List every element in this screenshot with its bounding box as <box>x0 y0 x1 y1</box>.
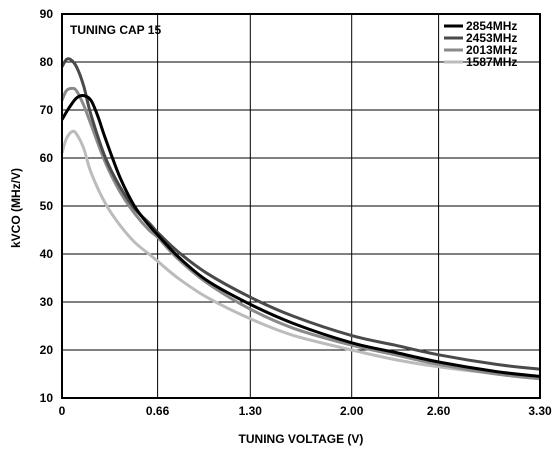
series-layer <box>60 57 541 381</box>
y-tick-label: 20 <box>40 343 54 357</box>
series-line-2453mhz <box>60 57 541 371</box>
y-tick-label: 10 <box>40 391 54 405</box>
y-tick-label: 40 <box>40 247 54 261</box>
x-tick-label: 0.66 <box>146 404 170 418</box>
x-tick-labels: 0 0.66 1.30 2.00 2.60 3.30 <box>59 404 552 418</box>
x-tick-label: 2.60 <box>427 404 451 418</box>
y-tick-label: 70 <box>40 103 54 117</box>
legend-label: 2013MHz <box>466 43 517 57</box>
y-tick-label: 80 <box>40 55 54 69</box>
x-tick-label: 2.00 <box>340 404 364 418</box>
grid <box>62 14 540 398</box>
legend-label: 2854MHz <box>466 19 517 33</box>
legend-label: 1587MHz <box>466 55 517 69</box>
x-tick-label: 3.30 <box>528 404 552 418</box>
y-tick-label: 90 <box>40 7 54 21</box>
series-line-1587mhz <box>60 129 541 381</box>
y-tick-label: 30 <box>40 295 54 309</box>
legend-label: 2453MHz <box>466 31 517 45</box>
x-axis-title: TUNING VOLTAGE (V) <box>239 432 364 446</box>
x-tick-label: 0 <box>59 404 66 418</box>
y-axis-title: kVCO (MHz/V) <box>9 168 23 248</box>
x-tick-label: 1.30 <box>239 404 263 418</box>
chart-annotation: TUNING CAP 15 <box>70 23 161 37</box>
series-line-2854mhz <box>60 94 541 378</box>
series-line-2013mhz <box>60 86 541 381</box>
y-tick-labels: 10 20 30 40 50 60 70 80 90 <box>40 7 54 405</box>
y-tick-label: 60 <box>40 151 54 165</box>
plot-frame <box>61 13 541 399</box>
y-tick-label: 50 <box>40 199 54 213</box>
